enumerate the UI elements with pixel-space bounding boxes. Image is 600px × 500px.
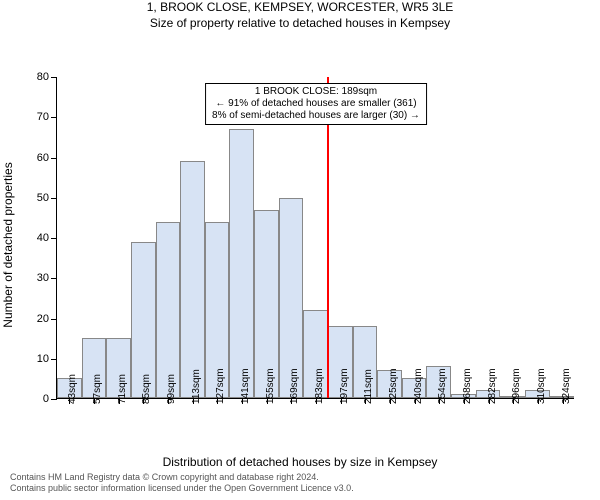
y-tick-label: 70 [37, 111, 57, 123]
reference-line [327, 77, 329, 398]
x-tick-label: 71sqm [117, 374, 128, 404]
y-tick-label: 10 [37, 353, 57, 365]
y-tick-label: 40 [37, 232, 57, 244]
y-tick-label: 60 [37, 152, 57, 164]
annotation-line2: ← 91% of detached houses are smaller (36… [212, 98, 420, 110]
x-tick-label: 113sqm [191, 369, 202, 404]
x-tick-label: 43sqm [67, 374, 78, 404]
x-tick-label: 127sqm [215, 369, 226, 405]
x-tick-label: 197sqm [339, 369, 350, 405]
x-tick-label: 296sqm [511, 369, 522, 405]
bars-group [57, 77, 574, 398]
x-tick-label: 169sqm [289, 369, 300, 405]
histogram-bar [229, 129, 254, 398]
x-tick-label: 99sqm [166, 374, 177, 404]
x-tick-label: 254sqm [437, 369, 448, 405]
chart-title-line2: Size of property relative to detached ho… [0, 16, 600, 32]
y-tick-label: 80 [37, 71, 57, 83]
histogram-bar [180, 161, 205, 398]
annotation-box: 1 BROOK CLOSE: 189sqm ← 91% of detached … [205, 83, 427, 125]
x-tick-label: 141sqm [240, 369, 251, 405]
x-tick-label: 183sqm [314, 369, 325, 405]
x-tick-label: 155sqm [265, 369, 276, 405]
x-tick-label: 240sqm [413, 369, 424, 405]
y-tick-label: 0 [43, 393, 57, 405]
footer-line1: Contains HM Land Registry data © Crown c… [10, 472, 354, 483]
annotation-line1: 1 BROOK CLOSE: 189sqm [212, 86, 420, 98]
x-tick-label: 310sqm [536, 369, 547, 405]
plot-area: 1 BROOK CLOSE: 189sqm ← 91% of detached … [56, 77, 574, 399]
histogram-bar [156, 222, 181, 399]
x-tick-label: 268sqm [462, 369, 473, 405]
x-tick-label: 211sqm [363, 369, 374, 404]
y-tick-label: 20 [37, 313, 57, 325]
footer-line2: Contains public sector information licen… [10, 483, 354, 494]
x-axis-title: Distribution of detached houses by size … [0, 455, 600, 469]
x-tick-label: 57sqm [92, 374, 103, 404]
footer-attribution: Contains HM Land Registry data © Crown c… [10, 472, 354, 494]
x-tick-label: 225sqm [388, 369, 399, 405]
x-tick-label: 324sqm [561, 369, 572, 405]
x-tick-label: 85sqm [141, 374, 152, 404]
annotation-line3: 8% of semi-detached houses are larger (3… [212, 110, 420, 122]
chart-title-line1: 1, BROOK CLOSE, KEMPSEY, WORCESTER, WR5 … [0, 0, 600, 16]
y-tick-label: 30 [37, 272, 57, 284]
x-tick-label: 282sqm [487, 369, 498, 405]
y-axis-label: Number of detached properties [1, 162, 15, 327]
y-tick-label: 50 [37, 192, 57, 204]
